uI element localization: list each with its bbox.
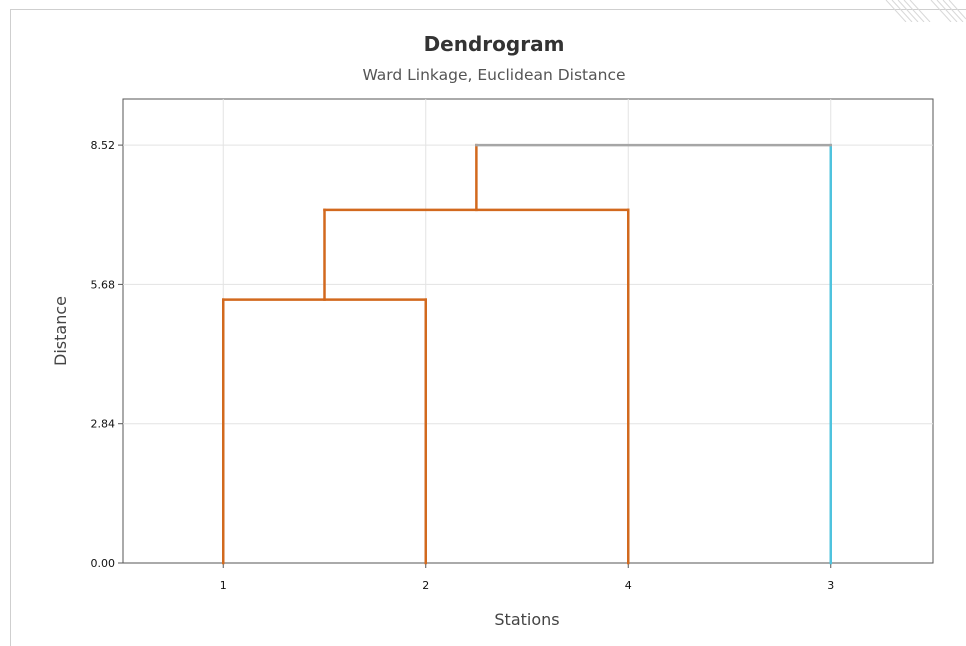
x-axis-label: Stations [494, 610, 559, 629]
x-axis: 1 2 4 3 [220, 563, 834, 592]
x-tick-label: 2 [422, 579, 429, 592]
x-tick-label: 4 [625, 579, 632, 592]
x-tick-label: 1 [220, 579, 227, 592]
y-tick-label: 2.84 [91, 418, 116, 431]
chart-frame [10, 9, 966, 646]
chart-title: Dendrogram [424, 32, 565, 56]
y-axis: 0.00 2.84 5.68 8.52 [91, 139, 123, 570]
y-tick-label: 5.68 [91, 278, 116, 291]
corner-decoration [885, 0, 966, 22]
y-tick-label: 8.52 [91, 139, 116, 152]
chart-subtitle: Ward Linkage, Euclidean Distance [362, 66, 625, 84]
x-tick-label: 3 [827, 579, 834, 592]
y-axis-label: Distance [51, 296, 70, 366]
plot-area [122, 98, 934, 564]
y-tick-label: 0.00 [91, 557, 116, 570]
dendrogram-branches [222, 143, 832, 565]
